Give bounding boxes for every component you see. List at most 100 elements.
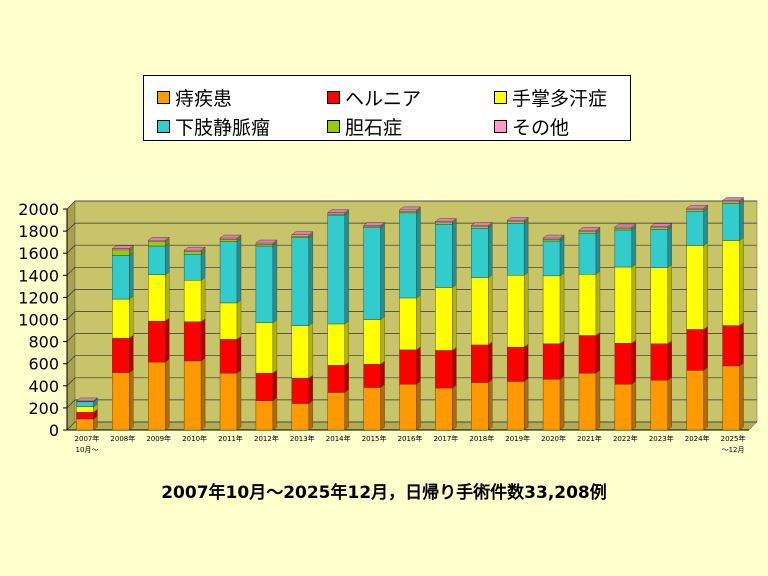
legend-item: その他 <box>494 113 569 140</box>
bar-segment-side <box>739 322 744 367</box>
bar-segment-side <box>380 316 385 365</box>
bar-segment <box>76 418 94 431</box>
bar-segment-side <box>165 271 170 322</box>
bar-segment <box>255 400 274 431</box>
x-tick-label: 2007年 10月～ <box>75 434 100 454</box>
bar-segment <box>183 321 202 362</box>
bar-segment <box>506 346 525 382</box>
bar-segment-side <box>452 384 457 431</box>
bar-segment <box>435 387 453 431</box>
bar-segment <box>399 297 417 351</box>
bar-segment-side <box>308 234 313 326</box>
bar-segment <box>722 203 740 241</box>
bar-segment <box>471 277 489 346</box>
bar-segment <box>435 287 453 351</box>
bar-segment-side <box>703 326 708 371</box>
bar-segment <box>578 335 597 374</box>
bar-top <box>578 227 601 231</box>
bar-segment <box>183 254 202 281</box>
bar-segment-side <box>380 360 385 388</box>
bar-top <box>398 206 422 211</box>
bar-segment-side <box>129 334 134 373</box>
legend-item: 胆石症 <box>327 113 402 140</box>
bar-segment <box>219 372 238 431</box>
bar-top <box>686 205 709 209</box>
bar-segment-side <box>165 358 170 431</box>
bar-segment <box>471 382 489 431</box>
bar-segment-side <box>488 274 493 346</box>
bar-segment-side <box>129 252 134 300</box>
bar-segment <box>506 381 525 431</box>
bar-segment <box>722 201 740 204</box>
bar-segment-side <box>488 341 493 383</box>
bar-segment-side <box>488 379 493 431</box>
bar-segment-side <box>165 242 170 276</box>
bar-segment-side <box>308 322 313 379</box>
gridline <box>66 355 757 364</box>
bar-segment-side <box>272 397 278 431</box>
bar-segment-side <box>524 271 529 348</box>
bar-segment <box>327 214 345 325</box>
gridline <box>66 421 757 431</box>
bar-segment-side <box>524 378 529 431</box>
x-tick-label: 2014年 <box>326 434 351 443</box>
bar-segment <box>471 226 489 229</box>
bar-segment-side <box>667 376 672 431</box>
x-tick-label: 2015年 <box>362 434 387 443</box>
x-tick-label: 2010年 <box>182 434 207 443</box>
bar-top <box>255 239 278 244</box>
bar-segment-side <box>703 207 708 246</box>
y-tick-label: 600 <box>28 355 59 374</box>
gridline <box>66 333 757 342</box>
bar-segment-side <box>595 332 601 374</box>
gridline <box>66 311 757 320</box>
bar-segment <box>650 343 668 381</box>
bar-top <box>542 234 565 239</box>
bar-segment-side <box>631 226 637 268</box>
bar-segment <box>506 275 525 348</box>
bar-segment <box>435 224 453 288</box>
legend-item: ヘルニア <box>327 84 421 111</box>
y-tick-label: 400 <box>28 377 59 396</box>
bar-segment <box>255 244 274 247</box>
bar-segment-side <box>236 299 242 340</box>
y-tick-label: 1400 <box>18 266 59 285</box>
bar-top <box>183 247 206 251</box>
bar-segment <box>148 361 166 431</box>
bar-segment-side <box>200 318 206 362</box>
bar-segment <box>542 240 561 277</box>
bar-segment <box>148 241 166 247</box>
bar-segment <box>219 339 238 374</box>
bar-top <box>111 245 134 249</box>
x-tick-label: 2024年 <box>685 434 710 443</box>
bar-segment-side <box>380 384 385 431</box>
bar-segment-side <box>559 340 565 380</box>
bar-segment <box>722 240 740 326</box>
gridline <box>66 289 757 298</box>
bar-segment <box>506 221 525 224</box>
bar-segment-side <box>524 343 529 382</box>
bar-segment <box>650 380 668 431</box>
bar-segment <box>148 274 166 322</box>
bar-segment <box>542 275 561 345</box>
bar-segment-side <box>272 319 278 374</box>
bar-top <box>470 222 493 226</box>
bar-segment-side <box>559 272 565 345</box>
x-tick-label: 2022年 <box>613 434 638 443</box>
bar-top <box>291 231 314 235</box>
bar-segment-side <box>416 294 421 351</box>
bar-segment-side <box>631 380 637 431</box>
bar-segment-side <box>236 369 242 431</box>
x-tick-label: 2016年 <box>398 434 423 443</box>
bar-segment <box>76 401 94 407</box>
bar-segment <box>148 245 166 275</box>
bar-segment-side <box>129 369 134 431</box>
bar-segment-side <box>344 320 349 366</box>
bar-segment <box>219 302 238 340</box>
bar-segment <box>148 320 166 363</box>
chart-legend: 痔疾患 ヘルニア 手掌多汗症 下肢静脈瘤 胆石症 その他 <box>143 75 631 141</box>
legend-swatch <box>327 91 340 104</box>
bar-segment <box>363 319 381 365</box>
bar-segment <box>686 209 704 212</box>
bar-segment-side <box>595 230 601 275</box>
